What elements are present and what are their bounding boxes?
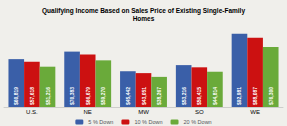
svg-text:20 % Down: 20 % Down: [184, 119, 212, 125]
svg-text:$50,415: $50,415: [196, 87, 202, 105]
svg-text:$66,679: $66,679: [85, 87, 91, 105]
svg-text:5 % Down: 5 % Down: [88, 119, 113, 125]
svg-text:$44,814: $44,814: [212, 87, 218, 105]
svg-text:$92,981: $92,981: [236, 87, 242, 105]
svg-text:NE: NE: [84, 109, 92, 115]
svg-text:$88,087: $88,087: [252, 87, 258, 105]
svg-text:$60,819: $60,819: [13, 87, 19, 105]
svg-text:$76,300: $76,300: [268, 87, 274, 105]
svg-text:$57,618: $57,618: [29, 87, 35, 105]
svg-text:10 % Down: 10 % Down: [134, 119, 162, 125]
svg-text:$38,267: $38,267: [156, 87, 162, 105]
svg-text:SO: SO: [195, 109, 204, 115]
svg-text:Homes: Homes: [133, 15, 155, 22]
svg-text:U.S.: U.S.: [26, 109, 38, 115]
svg-text:WE: WE: [250, 109, 260, 115]
svg-text:Qualifying Income Based on Sal: Qualifying Income Based on Sales Price o…: [42, 7, 245, 15]
svg-text:$59,270: $59,270: [100, 87, 106, 105]
svg-text:$53,216: $53,216: [181, 87, 187, 105]
svg-text:$45,442: $45,442: [125, 87, 131, 105]
svg-text:$43,051: $43,051: [141, 87, 147, 105]
svg-text:MW: MW: [138, 109, 149, 115]
svg-text:$51,216: $51,216: [45, 87, 51, 105]
svg-text:$70,383: $70,383: [69, 87, 75, 105]
